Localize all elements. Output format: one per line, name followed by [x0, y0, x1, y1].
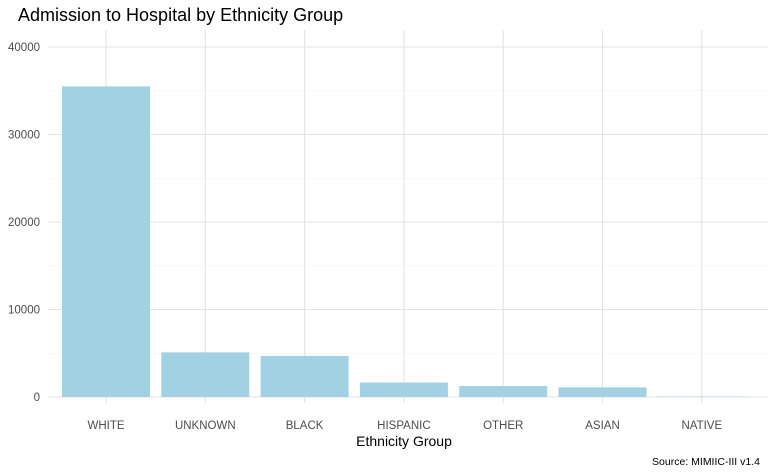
x-tick-label: UNKNOWN [175, 420, 236, 432]
bars [62, 86, 746, 397]
source-caption: Source: MIMIIC-III v1.4 [652, 456, 760, 468]
x-tick-label: ASIAN [585, 420, 620, 432]
bar-unknown [161, 352, 250, 397]
y-tick-label: 20000 [8, 217, 40, 229]
bar-hispanic [359, 382, 448, 397]
y-tick-label: 0 [34, 392, 40, 404]
y-tick-label: 30000 [8, 130, 40, 142]
x-tick-label: OTHER [483, 420, 523, 432]
grid [48, 30, 768, 403]
y-tick-label: 40000 [8, 42, 40, 54]
x-axis-title: Ethnicity Group [356, 433, 452, 449]
y-axis-ticks: 0 10000 20000 30000 40000 [8, 42, 40, 404]
x-tick-label: NATIVE [681, 420, 722, 432]
bar-asian [558, 387, 647, 397]
y-tick-label: 10000 [8, 305, 40, 317]
bar-other [459, 386, 548, 397]
x-tick-label: WHITE [87, 420, 124, 432]
x-tick-label: HISPANIC [377, 420, 430, 432]
x-tick-label: BLACK [286, 420, 324, 432]
chart-title: Admission to Hospital by Ethnicity Group [18, 5, 343, 25]
bar-white [62, 86, 150, 397]
bar-black [260, 355, 349, 397]
x-axis-ticks: WHITE UNKNOWN BLACK HISPANIC OTHER ASIAN NATIV… [87, 420, 722, 432]
